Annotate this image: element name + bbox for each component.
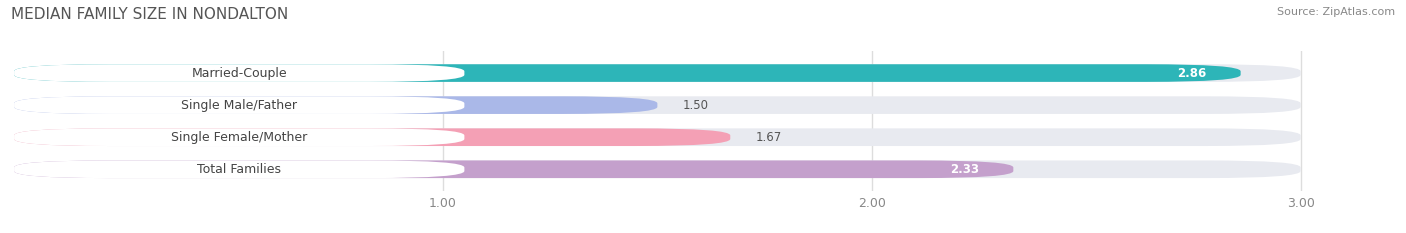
Text: Total Families: Total Families [197, 163, 281, 176]
Text: Single Male/Father: Single Male/Father [181, 99, 297, 112]
FancyBboxPatch shape [14, 161, 1014, 178]
Text: 2.33: 2.33 [950, 163, 979, 176]
Text: 1.67: 1.67 [756, 131, 782, 144]
FancyBboxPatch shape [14, 64, 464, 82]
FancyBboxPatch shape [14, 128, 730, 146]
FancyBboxPatch shape [14, 96, 1301, 114]
Text: 1.50: 1.50 [683, 99, 709, 112]
Text: MEDIAN FAMILY SIZE IN NONDALTON: MEDIAN FAMILY SIZE IN NONDALTON [11, 7, 288, 22]
Text: Source: ZipAtlas.com: Source: ZipAtlas.com [1277, 7, 1395, 17]
FancyBboxPatch shape [14, 64, 1240, 82]
FancyBboxPatch shape [14, 64, 1301, 82]
Text: Single Female/Mother: Single Female/Mother [172, 131, 308, 144]
Text: 2.86: 2.86 [1177, 67, 1206, 79]
FancyBboxPatch shape [14, 161, 464, 178]
Text: Married-Couple: Married-Couple [191, 67, 287, 79]
FancyBboxPatch shape [14, 128, 464, 146]
FancyBboxPatch shape [14, 161, 1301, 178]
FancyBboxPatch shape [14, 128, 1301, 146]
FancyBboxPatch shape [14, 96, 464, 114]
FancyBboxPatch shape [14, 96, 658, 114]
